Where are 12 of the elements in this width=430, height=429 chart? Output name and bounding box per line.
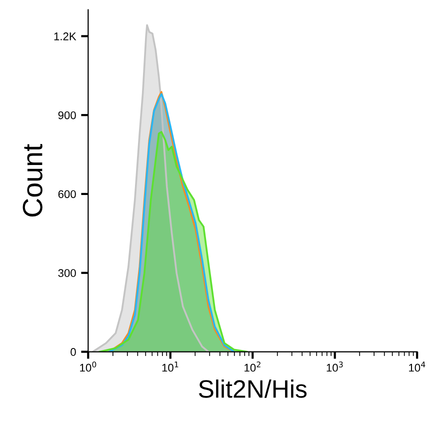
x-tick-label: 10$^{1}$ — [162, 362, 178, 372]
x-tick-label: 10$^{2}$ — [244, 362, 260, 372]
y-axis-title: Count — [22, 144, 42, 216]
y-tick-label: 300 — [58, 269, 76, 278]
y-tick-label: 900 — [58, 111, 76, 120]
y-tick-label: 1.2K — [54, 32, 76, 40]
x-tick-label: 10$^{3}$ — [326, 362, 343, 372]
y-tick-label: 600 — [58, 190, 76, 198]
x-axis-title: Slit2N/His — [198, 380, 307, 398]
x-tick-label: 10$^{4}$ — [409, 362, 426, 372]
y-tick-label: 0 — [70, 348, 76, 356]
x-tick-label: 10$^{0}$ — [80, 362, 96, 372]
